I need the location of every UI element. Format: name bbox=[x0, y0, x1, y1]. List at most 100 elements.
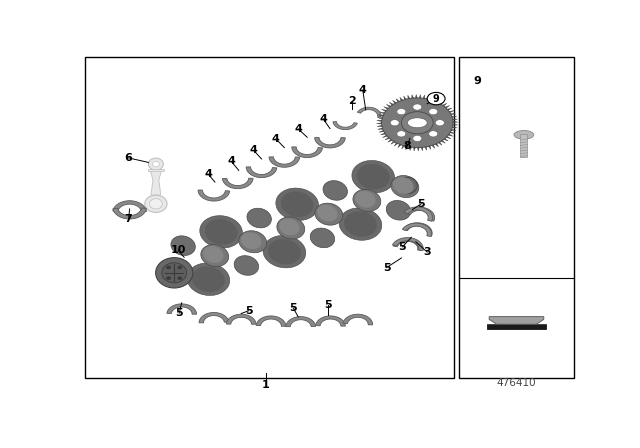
Ellipse shape bbox=[203, 246, 223, 263]
Polygon shape bbox=[441, 140, 445, 143]
Bar bbox=[460, 57, 573, 378]
Text: 5: 5 bbox=[399, 242, 406, 252]
Polygon shape bbox=[421, 147, 423, 151]
Polygon shape bbox=[448, 134, 453, 136]
Ellipse shape bbox=[234, 256, 259, 276]
Polygon shape bbox=[389, 102, 394, 105]
Polygon shape bbox=[432, 145, 435, 148]
Ellipse shape bbox=[352, 160, 395, 193]
Bar bbox=[487, 324, 547, 329]
Text: 5: 5 bbox=[324, 300, 332, 310]
Circle shape bbox=[413, 135, 422, 142]
Ellipse shape bbox=[192, 267, 225, 292]
Polygon shape bbox=[315, 138, 346, 148]
Polygon shape bbox=[412, 95, 413, 98]
Polygon shape bbox=[410, 147, 412, 151]
Polygon shape bbox=[406, 207, 435, 221]
Polygon shape bbox=[404, 207, 433, 221]
Text: 5: 5 bbox=[245, 306, 252, 316]
Polygon shape bbox=[392, 100, 396, 103]
Polygon shape bbox=[286, 317, 316, 327]
Polygon shape bbox=[449, 111, 454, 112]
Ellipse shape bbox=[241, 232, 262, 249]
Ellipse shape bbox=[145, 195, 167, 212]
Text: 8: 8 bbox=[403, 141, 412, 151]
Text: 6: 6 bbox=[125, 153, 132, 163]
Polygon shape bbox=[380, 112, 385, 114]
Ellipse shape bbox=[315, 203, 343, 225]
Circle shape bbox=[178, 266, 182, 269]
Ellipse shape bbox=[162, 263, 187, 283]
Text: 5: 5 bbox=[289, 303, 297, 313]
Ellipse shape bbox=[344, 211, 377, 237]
Ellipse shape bbox=[276, 188, 319, 220]
Polygon shape bbox=[388, 139, 392, 142]
Polygon shape bbox=[402, 146, 404, 149]
Text: 4: 4 bbox=[204, 169, 212, 179]
Circle shape bbox=[397, 108, 406, 115]
Polygon shape bbox=[394, 143, 398, 146]
Text: 5: 5 bbox=[383, 263, 390, 273]
Text: 9: 9 bbox=[433, 94, 440, 103]
Bar bbox=[85, 57, 454, 378]
Text: 7: 7 bbox=[125, 214, 132, 224]
Circle shape bbox=[381, 98, 453, 147]
Circle shape bbox=[428, 92, 445, 105]
Polygon shape bbox=[426, 95, 429, 99]
Polygon shape bbox=[398, 144, 401, 147]
Polygon shape bbox=[444, 138, 448, 141]
Ellipse shape bbox=[150, 198, 163, 209]
Polygon shape bbox=[408, 95, 410, 99]
Circle shape bbox=[401, 112, 433, 134]
Polygon shape bbox=[384, 107, 388, 109]
Polygon shape bbox=[415, 95, 417, 98]
Text: 4: 4 bbox=[359, 85, 367, 95]
Ellipse shape bbox=[156, 258, 193, 288]
Text: 476410: 476410 bbox=[497, 379, 536, 388]
Polygon shape bbox=[403, 223, 432, 236]
Ellipse shape bbox=[277, 217, 305, 239]
Polygon shape bbox=[391, 141, 395, 144]
Text: 2: 2 bbox=[348, 96, 356, 106]
Polygon shape bbox=[150, 170, 162, 195]
Polygon shape bbox=[425, 147, 427, 150]
Ellipse shape bbox=[408, 118, 428, 128]
Polygon shape bbox=[385, 138, 390, 140]
Polygon shape bbox=[381, 133, 385, 135]
Polygon shape bbox=[419, 95, 421, 98]
Text: 4: 4 bbox=[319, 114, 327, 124]
Polygon shape bbox=[452, 116, 457, 117]
Circle shape bbox=[178, 277, 182, 280]
Circle shape bbox=[413, 104, 422, 110]
Polygon shape bbox=[413, 147, 415, 151]
Polygon shape bbox=[403, 223, 431, 237]
Ellipse shape bbox=[391, 176, 419, 198]
Text: 4: 4 bbox=[227, 156, 236, 166]
Ellipse shape bbox=[387, 200, 411, 220]
Polygon shape bbox=[227, 314, 256, 324]
Polygon shape bbox=[378, 117, 382, 119]
Polygon shape bbox=[198, 190, 230, 201]
Polygon shape bbox=[447, 108, 452, 110]
Circle shape bbox=[397, 131, 406, 137]
Polygon shape bbox=[376, 123, 381, 124]
Ellipse shape bbox=[353, 190, 381, 211]
Ellipse shape bbox=[148, 158, 163, 170]
Text: 1: 1 bbox=[262, 380, 270, 390]
Text: 3: 3 bbox=[424, 247, 431, 257]
Ellipse shape bbox=[200, 215, 243, 248]
Polygon shape bbox=[400, 97, 403, 101]
Polygon shape bbox=[393, 238, 422, 250]
Ellipse shape bbox=[397, 177, 417, 194]
Polygon shape bbox=[383, 135, 387, 138]
Polygon shape bbox=[381, 109, 387, 112]
Polygon shape bbox=[442, 103, 447, 106]
Ellipse shape bbox=[514, 130, 534, 139]
FancyBboxPatch shape bbox=[520, 134, 527, 157]
Polygon shape bbox=[396, 99, 399, 102]
Polygon shape bbox=[440, 101, 444, 104]
Polygon shape bbox=[222, 178, 253, 189]
Ellipse shape bbox=[163, 258, 191, 280]
Polygon shape bbox=[333, 121, 357, 129]
Polygon shape bbox=[357, 107, 381, 116]
